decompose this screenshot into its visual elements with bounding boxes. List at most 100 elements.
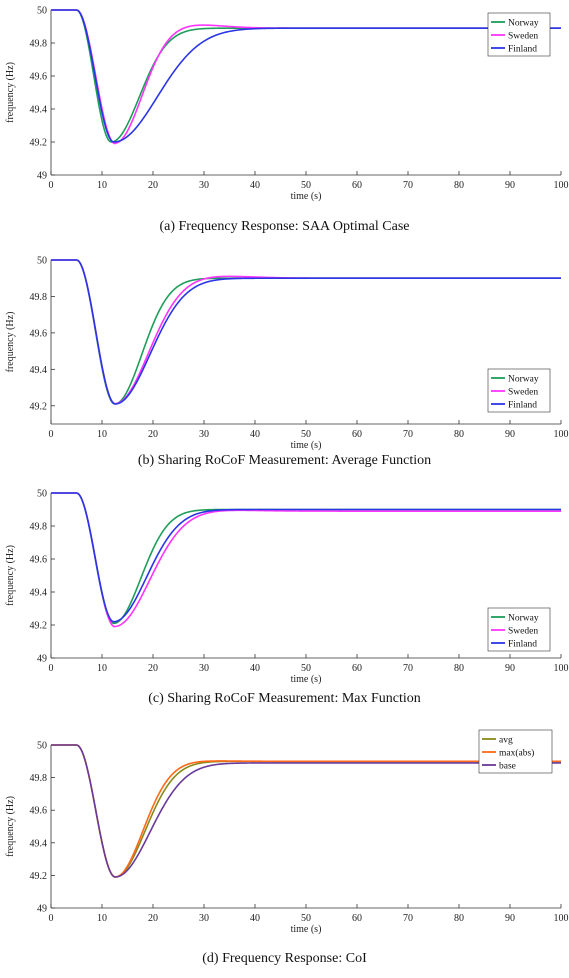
x-tick-label: 20 (148, 429, 158, 440)
x-tick-label: 40 (250, 180, 260, 191)
y-tick-label: 49.2 (30, 138, 48, 149)
x-tick-label: 100 (554, 180, 569, 191)
x-tick-label: 70 (403, 429, 413, 440)
y-tick-label: 49.4 (30, 588, 48, 599)
legend-entry-label: base (499, 761, 516, 771)
legend-entry-label: Finland (508, 639, 537, 649)
x-tick-label: 70 (403, 663, 413, 674)
y-tick-label: 49.4 (30, 105, 48, 116)
x-tick-label: 80 (454, 429, 464, 440)
y-tick-label: 49.2 (30, 871, 48, 882)
y-tick-label: 49.8 (30, 292, 48, 303)
y-axis-label: frequency (Hz) (5, 312, 16, 373)
series-line-base (51, 744, 561, 878)
x-tick-label: 0 (49, 913, 54, 924)
series-line-finland (51, 492, 561, 623)
series-line-norway (51, 9, 561, 143)
series-line-norway (51, 492, 561, 625)
y-axis-label: frequency (Hz) (5, 545, 16, 606)
series-line-finland (51, 9, 561, 143)
series-line-norway (51, 259, 561, 405)
x-tick-label: 20 (148, 663, 158, 674)
x-tick-label: 50 (301, 180, 311, 191)
chart-panel-c: 0 10 20 30 40 50 60 70 80 90 100 49 49.2 49.4 49.6 49.8… (0, 484, 569, 724)
chart-panel-d: 0 10 20 30 40 50 60 70 80 90 100 49 49.2 49.4 49.6 49.8… (0, 724, 569, 978)
chart-caption-a: (a) Frequency Response: SAA Optimal Case (159, 219, 410, 234)
x-tick-label: 0 (49, 429, 54, 440)
x-tick-label: 50 (301, 429, 311, 440)
series-line-finland (51, 259, 561, 405)
y-axis-label: frequency (Hz) (5, 62, 16, 123)
chart-a: 0 10 20 30 40 50 60 70 80 90 100 49 49.2 49.4 49.6 49.8… (5, 6, 569, 203)
y-tick-label: 49.6 (30, 328, 48, 339)
x-axis-label: time (s) (291, 674, 322, 685)
y-tick-label: 49.6 (30, 72, 48, 83)
y-tick-label: 49.2 (30, 621, 48, 632)
x-tick-label: 10 (97, 663, 107, 674)
y-tick-label: 49 (37, 171, 47, 182)
x-axis-label: time (s) (291, 191, 322, 202)
series-line-sweden (51, 259, 561, 405)
y-tick-label: 49.8 (30, 39, 48, 50)
x-tick-label: 10 (97, 913, 107, 924)
x-tick-label: 90 (505, 429, 515, 440)
y-tick-label: 49 (37, 654, 47, 665)
x-tick-label: 40 (250, 429, 260, 440)
legend-entry-label: Norway (508, 374, 539, 384)
x-tick-label: 30 (199, 913, 209, 924)
x-axis-label: time (s) (291, 924, 322, 935)
y-tick-label: 49.4 (30, 365, 48, 376)
x-tick-label: 90 (505, 913, 515, 924)
chart-d: 0 10 20 30 40 50 60 70 80 90 100 49 49.2 49.4 49.6 49.8… (5, 729, 569, 935)
legend-entry-label: Norway (508, 18, 539, 28)
chart-caption-c: (c) Sharing RoCoF Measurement: Max Funct… (148, 691, 421, 706)
legend-entry-label: Sweden (508, 31, 538, 41)
x-tick-label: 20 (148, 913, 158, 924)
legend-entry-label: max(abs) (499, 747, 534, 758)
x-tick-label: 10 (97, 429, 107, 440)
x-tick-label: 50 (301, 913, 311, 924)
x-tick-label: 90 (505, 663, 515, 674)
y-tick-label: 50 (37, 256, 47, 267)
legend-entry-label: Sweden (508, 387, 538, 397)
x-tick-label: 60 (352, 429, 362, 440)
x-tick-label: 40 (250, 663, 260, 674)
series-line-sweden (51, 492, 561, 628)
legend-entry-label: Finland (508, 400, 537, 410)
legend-entry-label: avg (499, 735, 513, 745)
x-tick-label: 50 (301, 663, 311, 674)
x-tick-label: 100 (554, 913, 569, 924)
x-tick-label: 30 (199, 180, 209, 191)
chart-panel-b: 0 10 20 30 40 50 60 70 80 90 100 49.2 49.4 49.6 49.8 50… (0, 244, 569, 484)
y-tick-label: 50 (37, 6, 47, 17)
series-line-maxabs (51, 744, 561, 878)
y-tick-label: 49 (37, 904, 47, 915)
x-tick-label: 40 (250, 913, 260, 924)
legend-entry-label: Norway (508, 613, 539, 623)
x-tick-label: 60 (352, 913, 362, 924)
y-axis-label: frequency (Hz) (5, 796, 16, 857)
y-tick-label: 49.6 (30, 555, 48, 566)
chart-b: 0 10 20 30 40 50 60 70 80 90 100 49.2 49.4 49.6 49.8 50… (5, 256, 569, 452)
chart-caption-d: (d) Frequency Response: CoI (202, 951, 367, 966)
legend-entry-label: Sweden (508, 626, 538, 636)
x-tick-label: 90 (505, 180, 515, 191)
x-tick-label: 80 (454, 663, 464, 674)
x-tick-label: 100 (554, 663, 569, 674)
y-tick-label: 50 (37, 741, 47, 752)
y-tick-label: 49.4 (30, 838, 48, 849)
x-tick-label: 0 (49, 180, 54, 191)
chart-caption-b: (b) Sharing RoCoF Measurement: Average F… (137, 453, 432, 468)
x-tick-label: 10 (97, 180, 107, 191)
x-tick-label: 100 (554, 429, 569, 440)
y-tick-label: 49.8 (30, 773, 48, 784)
x-tick-label: 20 (148, 180, 158, 191)
x-tick-label: 80 (454, 180, 464, 191)
y-tick-label: 49.6 (30, 806, 48, 817)
y-tick-label: 49.8 (30, 522, 48, 533)
x-tick-label: 0 (49, 663, 54, 674)
y-tick-label: 50 (37, 489, 47, 500)
x-tick-label: 70 (403, 913, 413, 924)
legend-entry-label: Finland (508, 44, 537, 54)
chart-panel-a: 0 10 20 30 40 50 60 70 80 90 100 49 49.2 49.4 49.6 49.8… (0, 0, 569, 244)
